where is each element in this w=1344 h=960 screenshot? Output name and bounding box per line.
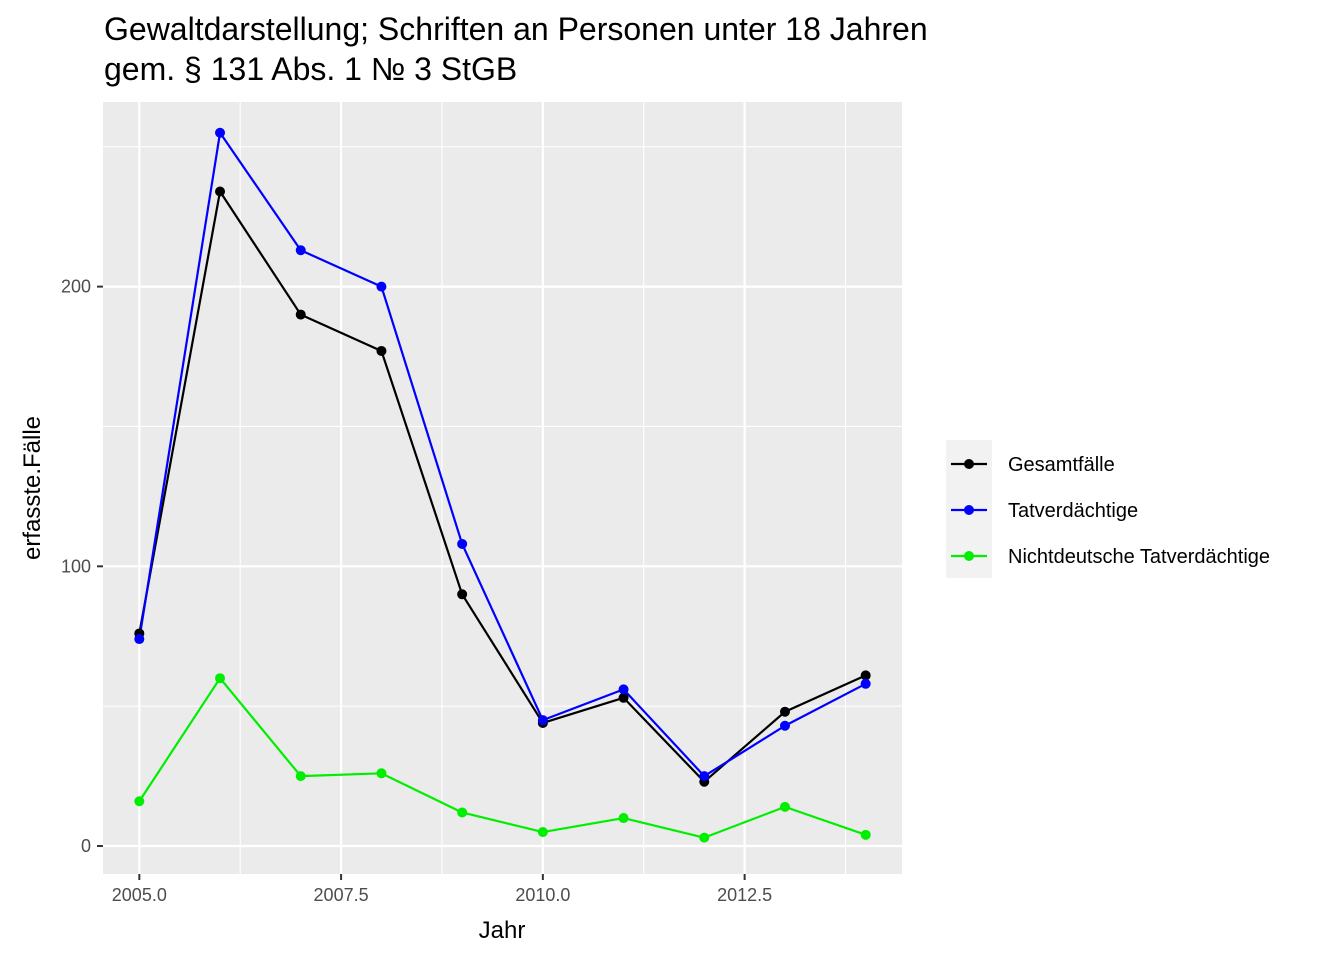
series-3-point <box>699 832 710 843</box>
series-2-point <box>295 245 306 256</box>
series-1-point <box>779 706 790 717</box>
series-1-point <box>215 186 226 197</box>
y-tick-label: 200 <box>61 277 91 297</box>
series-1-point <box>457 589 468 600</box>
x-tick-label: 2005.0 <box>112 885 167 905</box>
chart-title-line-1: Gewaltdarstellung; Schriften an Personen… <box>104 11 928 47</box>
tick-labels: 2005.0 2007.5 2010.0 2012.5 0 100 200 <box>61 277 772 905</box>
y-tick-label: 0 <box>81 836 91 856</box>
legend-key-point <box>964 551 974 561</box>
x-tick-label: 2012.5 <box>717 885 772 905</box>
series-2-point <box>376 281 387 292</box>
legend-key-point <box>964 459 974 469</box>
y-axis-title: erfasste.Fälle <box>19 416 46 560</box>
legend: Gesamtfälle Tatverdächtige Nichtdeutsche T… <box>946 440 1270 578</box>
series-3-point <box>295 771 306 782</box>
x-tick-label: 2007.5 <box>314 885 369 905</box>
legend-label: Gesamtfälle <box>1008 454 1115 476</box>
series-2-point <box>215 127 226 138</box>
series-2-point <box>860 678 871 689</box>
series-2-point <box>537 715 548 726</box>
legend-label: Tatverdächtige <box>1008 500 1138 522</box>
series-3-point <box>457 807 468 818</box>
legend-label: Nichtdeutsche Tatverdächtige <box>1008 546 1270 568</box>
series-3-point <box>779 801 790 812</box>
series-line-3 <box>138 677 867 839</box>
legend-key-point <box>964 505 974 515</box>
series-line-1 <box>138 190 867 783</box>
series-3-point <box>860 829 871 840</box>
x-axis-title: Jahr <box>479 917 526 944</box>
series-2-point <box>699 771 710 782</box>
series-1-point <box>618 692 629 703</box>
y-tick-label: 100 <box>61 556 91 576</box>
series-line-2 <box>138 131 867 778</box>
series-3-point <box>376 768 387 779</box>
grid-major <box>103 102 902 874</box>
series-lines <box>138 131 867 839</box>
series-3-point <box>215 673 226 684</box>
series-2-point <box>618 684 629 695</box>
series-2-point <box>457 538 468 549</box>
series-1-point <box>295 309 306 320</box>
series-2-point <box>779 720 790 731</box>
plot-panel <box>103 102 902 874</box>
series-1-point <box>860 670 871 681</box>
grid-minor <box>103 102 902 874</box>
series-3-point <box>134 796 145 807</box>
series-1-point <box>376 345 387 356</box>
chart-title-line-2: gem. § 131 Abs. 1 № 3 StGB <box>104 51 517 87</box>
axis-ticks <box>97 285 746 880</box>
series-points <box>134 127 871 843</box>
series-2-point <box>134 634 145 645</box>
series-3-point <box>537 827 548 838</box>
x-tick-label: 2010.0 <box>515 885 570 905</box>
series-3-point <box>618 813 629 824</box>
